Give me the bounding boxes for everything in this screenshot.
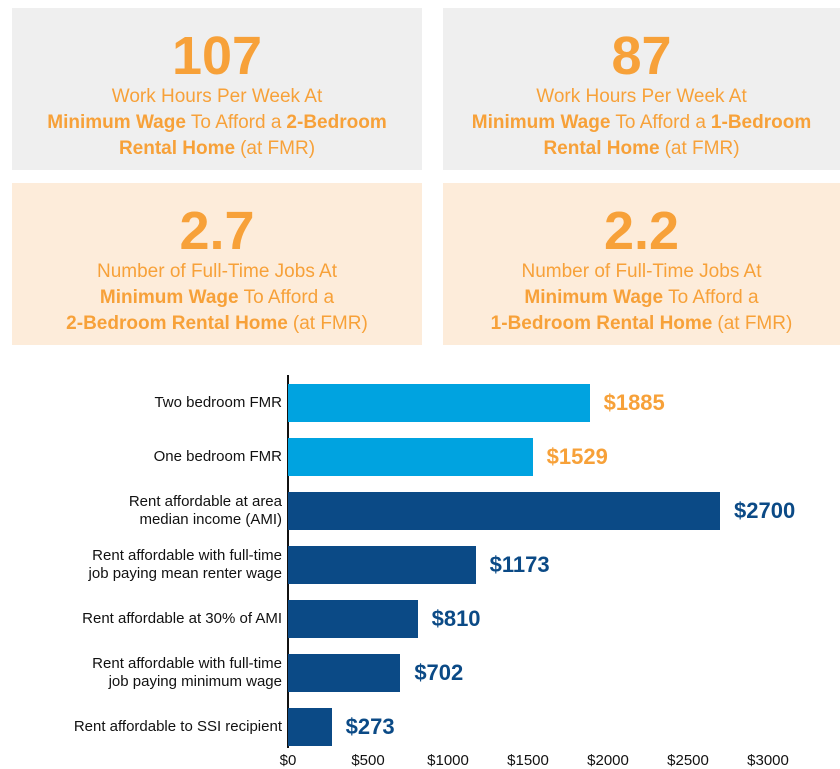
stat-text: 1-Bedroom Rental Home [490, 313, 713, 334]
stat-text: Rental Home [118, 138, 236, 159]
value-label: $2700 [734, 498, 796, 523]
stat-text: (at FMR) [240, 138, 316, 159]
category-label: Rent affordable at area median income (A… [128, 493, 282, 528]
stat-text: 2-Bedroom [286, 112, 387, 133]
stat-line: Rental Home (at FMR) [12, 136, 422, 162]
x-tick-label: $2500 [667, 752, 709, 769]
stat-text: 1-Bedroom [710, 112, 812, 133]
stat-line: Number of Full-Time Jobs At [443, 259, 840, 285]
value-label: $810 [431, 606, 481, 631]
stat-text: Number of Full-Time Jobs At [521, 261, 762, 282]
stat-line: Work Hours Per Week At [12, 84, 422, 110]
bar [288, 600, 418, 638]
stat-text: To Afford a [668, 287, 759, 308]
value-label: $1173 [489, 552, 550, 577]
bar [288, 384, 590, 422]
stat-text: (at FMR) [664, 138, 740, 159]
stat-text: Minimum Wage [47, 112, 186, 133]
stat-line: Work Hours Per Week At [443, 84, 840, 110]
stat-text: Minimum Wage [524, 287, 664, 308]
stat-line: 2-Bedroom Rental Home (at FMR) [12, 311, 422, 337]
stat-text: 2-Bedroom Rental Home [66, 313, 288, 334]
value-label: $702 [414, 660, 464, 685]
category-label: Rent affordable with full-time job payin… [88, 547, 282, 582]
x-tick-label: $1500 [507, 752, 549, 769]
value-label: $1529 [546, 444, 608, 469]
stat-card: 107 Work Hours Per Week At Minimum Wage To … [12, 8, 422, 170]
stat-card: 2.2 Number of Full-Time Jobs At Minimum Wa… [443, 183, 840, 345]
stat-card: 87 Work Hours Per Week At Minimum Wage To A… [443, 8, 840, 170]
x-tick-label: $0 [279, 752, 297, 769]
stat-text: To Afford a [190, 112, 282, 133]
value-label: $1885 [603, 390, 665, 415]
stat-number: 107 [171, 26, 263, 86]
stat-text: Minimum Wage [99, 287, 239, 308]
bar [288, 546, 476, 584]
x-tick-label: $500 [351, 752, 385, 769]
stat-line: Minimum Wage To Afford a 2-Bedroom [12, 110, 422, 136]
stat-text: (at FMR) [292, 313, 368, 334]
category-label: Two bedroom FMR [154, 394, 282, 411]
stat-text: Number of Full-Time Jobs At [96, 261, 338, 282]
stat-text: To Afford a [615, 112, 706, 133]
category-label: Rent affordable at 30% of AMI [82, 610, 282, 627]
value-label: $273 [345, 714, 395, 739]
stat-line: 1-Bedroom Rental Home (at FMR) [443, 311, 840, 337]
bar [288, 492, 720, 530]
category-label: Rent affordable to SSI recipient [73, 718, 282, 735]
stat-number: 87 [611, 26, 672, 86]
bar [288, 654, 401, 692]
category-label: Rent affordable with full-time job payin… [92, 655, 282, 690]
stat-text: Rental Home [543, 138, 660, 159]
x-tick-label: $1000 [427, 752, 469, 769]
stat-card: 2.7 Number of Full-Time Jobs At Minimum Wa… [12, 183, 422, 345]
x-tick-label: $3000 [747, 752, 789, 769]
stat-number: 2.7 [179, 201, 255, 261]
bar [288, 438, 533, 476]
x-tick-label: $2000 [587, 752, 629, 769]
category-label: One bedroom FMR [153, 448, 282, 465]
stat-line: Number of Full-Time Jobs At [12, 259, 422, 285]
stat-line: Minimum Wage To Afford a [12, 285, 422, 311]
stat-line: Minimum Wage To Afford a [443, 285, 840, 311]
stat-line: Rental Home (at FMR) [443, 136, 840, 162]
bar [288, 708, 332, 746]
stat-line: Minimum Wage To Afford a 1-Bedroom [443, 110, 840, 136]
stat-text: (at FMR) [717, 313, 793, 334]
stat-number: 2.2 [603, 201, 680, 261]
stat-text: Work Hours Per Week At [111, 86, 323, 107]
stat-text: Minimum Wage [471, 112, 611, 133]
stat-text: Work Hours Per Week At [536, 86, 747, 107]
stat-text: To Afford a [243, 287, 335, 308]
